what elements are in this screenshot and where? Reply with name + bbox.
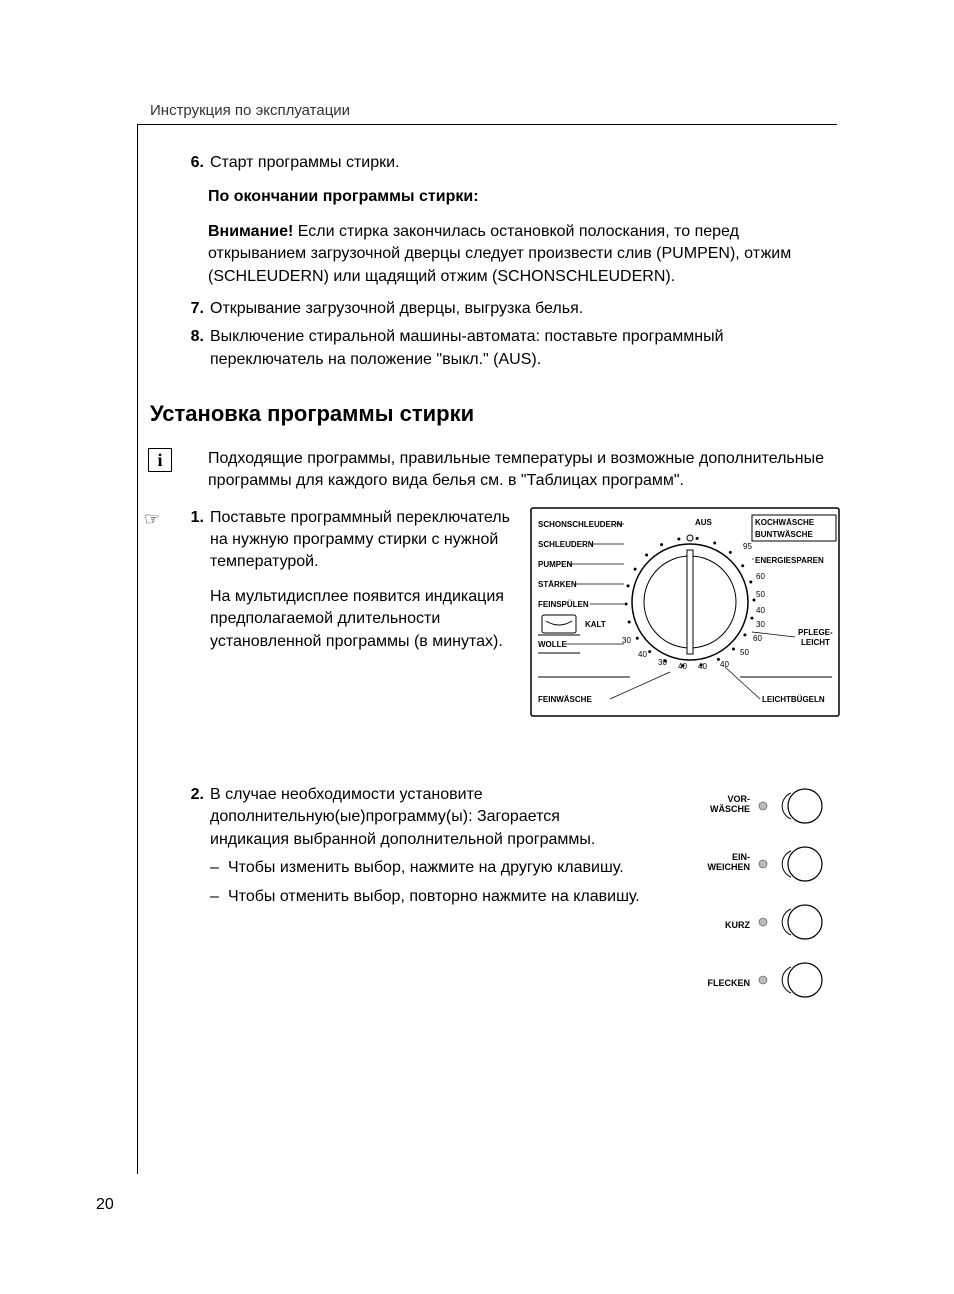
step-number: 6. [180, 152, 210, 174]
step-text: Старт программы стирки. [210, 152, 840, 174]
svg-text:PFLEGE-: PFLEGE- [798, 628, 833, 637]
info-text: Подходящие программы, правильные темпера… [208, 448, 840, 493]
svg-text:LEICHTBÜGELN: LEICHTBÜGELN [762, 695, 825, 704]
step-8: 8. Выключение стиральной машины-автомата… [150, 326, 840, 371]
svg-text:BUNTWÄSCHE: BUNTWÄSCHE [755, 530, 813, 539]
info-icon: i [148, 448, 172, 472]
svg-text:KURZ: KURZ [725, 920, 750, 930]
substep-1: 1. Поставьте программный переключатель н… [150, 507, 510, 653]
svg-text:LEICHT: LEICHT [801, 638, 830, 647]
svg-text:WEICHEN: WEICHEN [708, 862, 751, 872]
substep-2-p1: В случае необходимости установите дополн… [210, 784, 640, 851]
svg-text:FLECKEN: FLECKEN [708, 978, 751, 988]
substep-number: 2. [180, 784, 210, 908]
svg-text:STÄRKEN: STÄRKEN [538, 580, 577, 589]
substep-number: 1. [180, 507, 210, 653]
substep-1-p2: На мультидисплее появится индикация пред… [210, 586, 510, 653]
step-number: 8. [180, 326, 210, 371]
substep-1-block: ☞ 1. Поставьте программный переключатель… [150, 507, 840, 724]
section-title: Установка программы стирки [150, 399, 840, 430]
svg-text:95: 95 [743, 542, 752, 551]
header-text: Инструкция по эксплуатации [150, 102, 350, 119]
svg-text:40: 40 [756, 606, 765, 615]
step-text: Открывание загрузочной дверцы, выгрузка … [210, 298, 840, 320]
page-content: 6. Старт программы стирки. По окончании … [150, 152, 840, 1021]
hand-icon: ☞ [144, 507, 160, 532]
substep-1-p1: Поставьте программный переключатель на н… [210, 507, 510, 574]
step-6-subbody: Внимание! Если стирка закончилась остано… [150, 221, 840, 288]
svg-text:KOCHWÄSCHE: KOCHWÄSCHE [755, 518, 815, 527]
svg-text:VOR-: VOR- [728, 794, 751, 804]
svg-text:SCHONSCHLEUDERN: SCHONSCHLEUDERN [538, 520, 623, 529]
page-number: 20 [96, 1196, 114, 1214]
svg-text:EIN-: EIN- [732, 852, 750, 862]
step-6-subtitle: По окончании программы стирки: [150, 186, 840, 208]
svg-text:40: 40 [638, 650, 647, 659]
svg-text:SCHLEUDERN: SCHLEUDERN [538, 540, 594, 549]
svg-text:WOLLE: WOLLE [538, 640, 568, 649]
step-text: Выключение стиральной машины-автомата: п… [210, 326, 840, 371]
svg-text:AUS: AUS [695, 518, 713, 527]
svg-text:PUMPEN: PUMPEN [538, 560, 572, 569]
svg-text:40: 40 [698, 662, 707, 671]
svg-text:ENERGIESPAREN: ENERGIESPAREN [755, 556, 824, 565]
svg-text:WÄSCHE: WÄSCHE [710, 804, 750, 814]
step-number: 7. [180, 298, 210, 320]
svg-text:50: 50 [756, 590, 765, 599]
substep-2-block: 2. В случае необходимости установите доп… [150, 784, 840, 1021]
svg-text:FEINSPÜLEN: FEINSPÜLEN [538, 600, 589, 609]
step-6: 6. Старт программы стирки. [150, 152, 840, 174]
svg-text:30: 30 [658, 658, 667, 667]
svg-text:50: 50 [740, 648, 749, 657]
svg-text:40: 40 [678, 662, 687, 671]
svg-text:30: 30 [622, 636, 631, 645]
substep-2: 2. В случае необходимости установите доп… [150, 784, 640, 908]
option-buttons-figure: VOR-WÄSCHE EIN-WEICHEN KURZ FLECKEN [660, 784, 840, 1021]
vertical-margin-rule [137, 124, 138, 1174]
substep-2-d2: – Чтобы отменить выбор, повторно нажмите… [210, 886, 640, 908]
svg-text:40: 40 [720, 660, 729, 669]
substep-2-d1: – Чтобы изменить выбор, нажмите на другу… [210, 857, 640, 879]
svg-text:KALT: KALT [585, 620, 606, 629]
svg-text:60: 60 [756, 572, 765, 581]
info-block: i Подходящие программы, правильные темпе… [150, 448, 840, 493]
program-dial-figure: SCHONSCHLEUDERN SCHLEUDERN PUMPEN STÄRKEN FE… [530, 507, 840, 724]
svg-text:60: 60 [753, 634, 762, 643]
svg-text:30: 30 [756, 620, 765, 629]
header-rule [137, 124, 837, 125]
svg-text:FEINWÄSCHE: FEINWÄSCHE [538, 695, 592, 704]
step-7: 7. Открывание загрузочной дверцы, выгруз… [150, 298, 840, 320]
